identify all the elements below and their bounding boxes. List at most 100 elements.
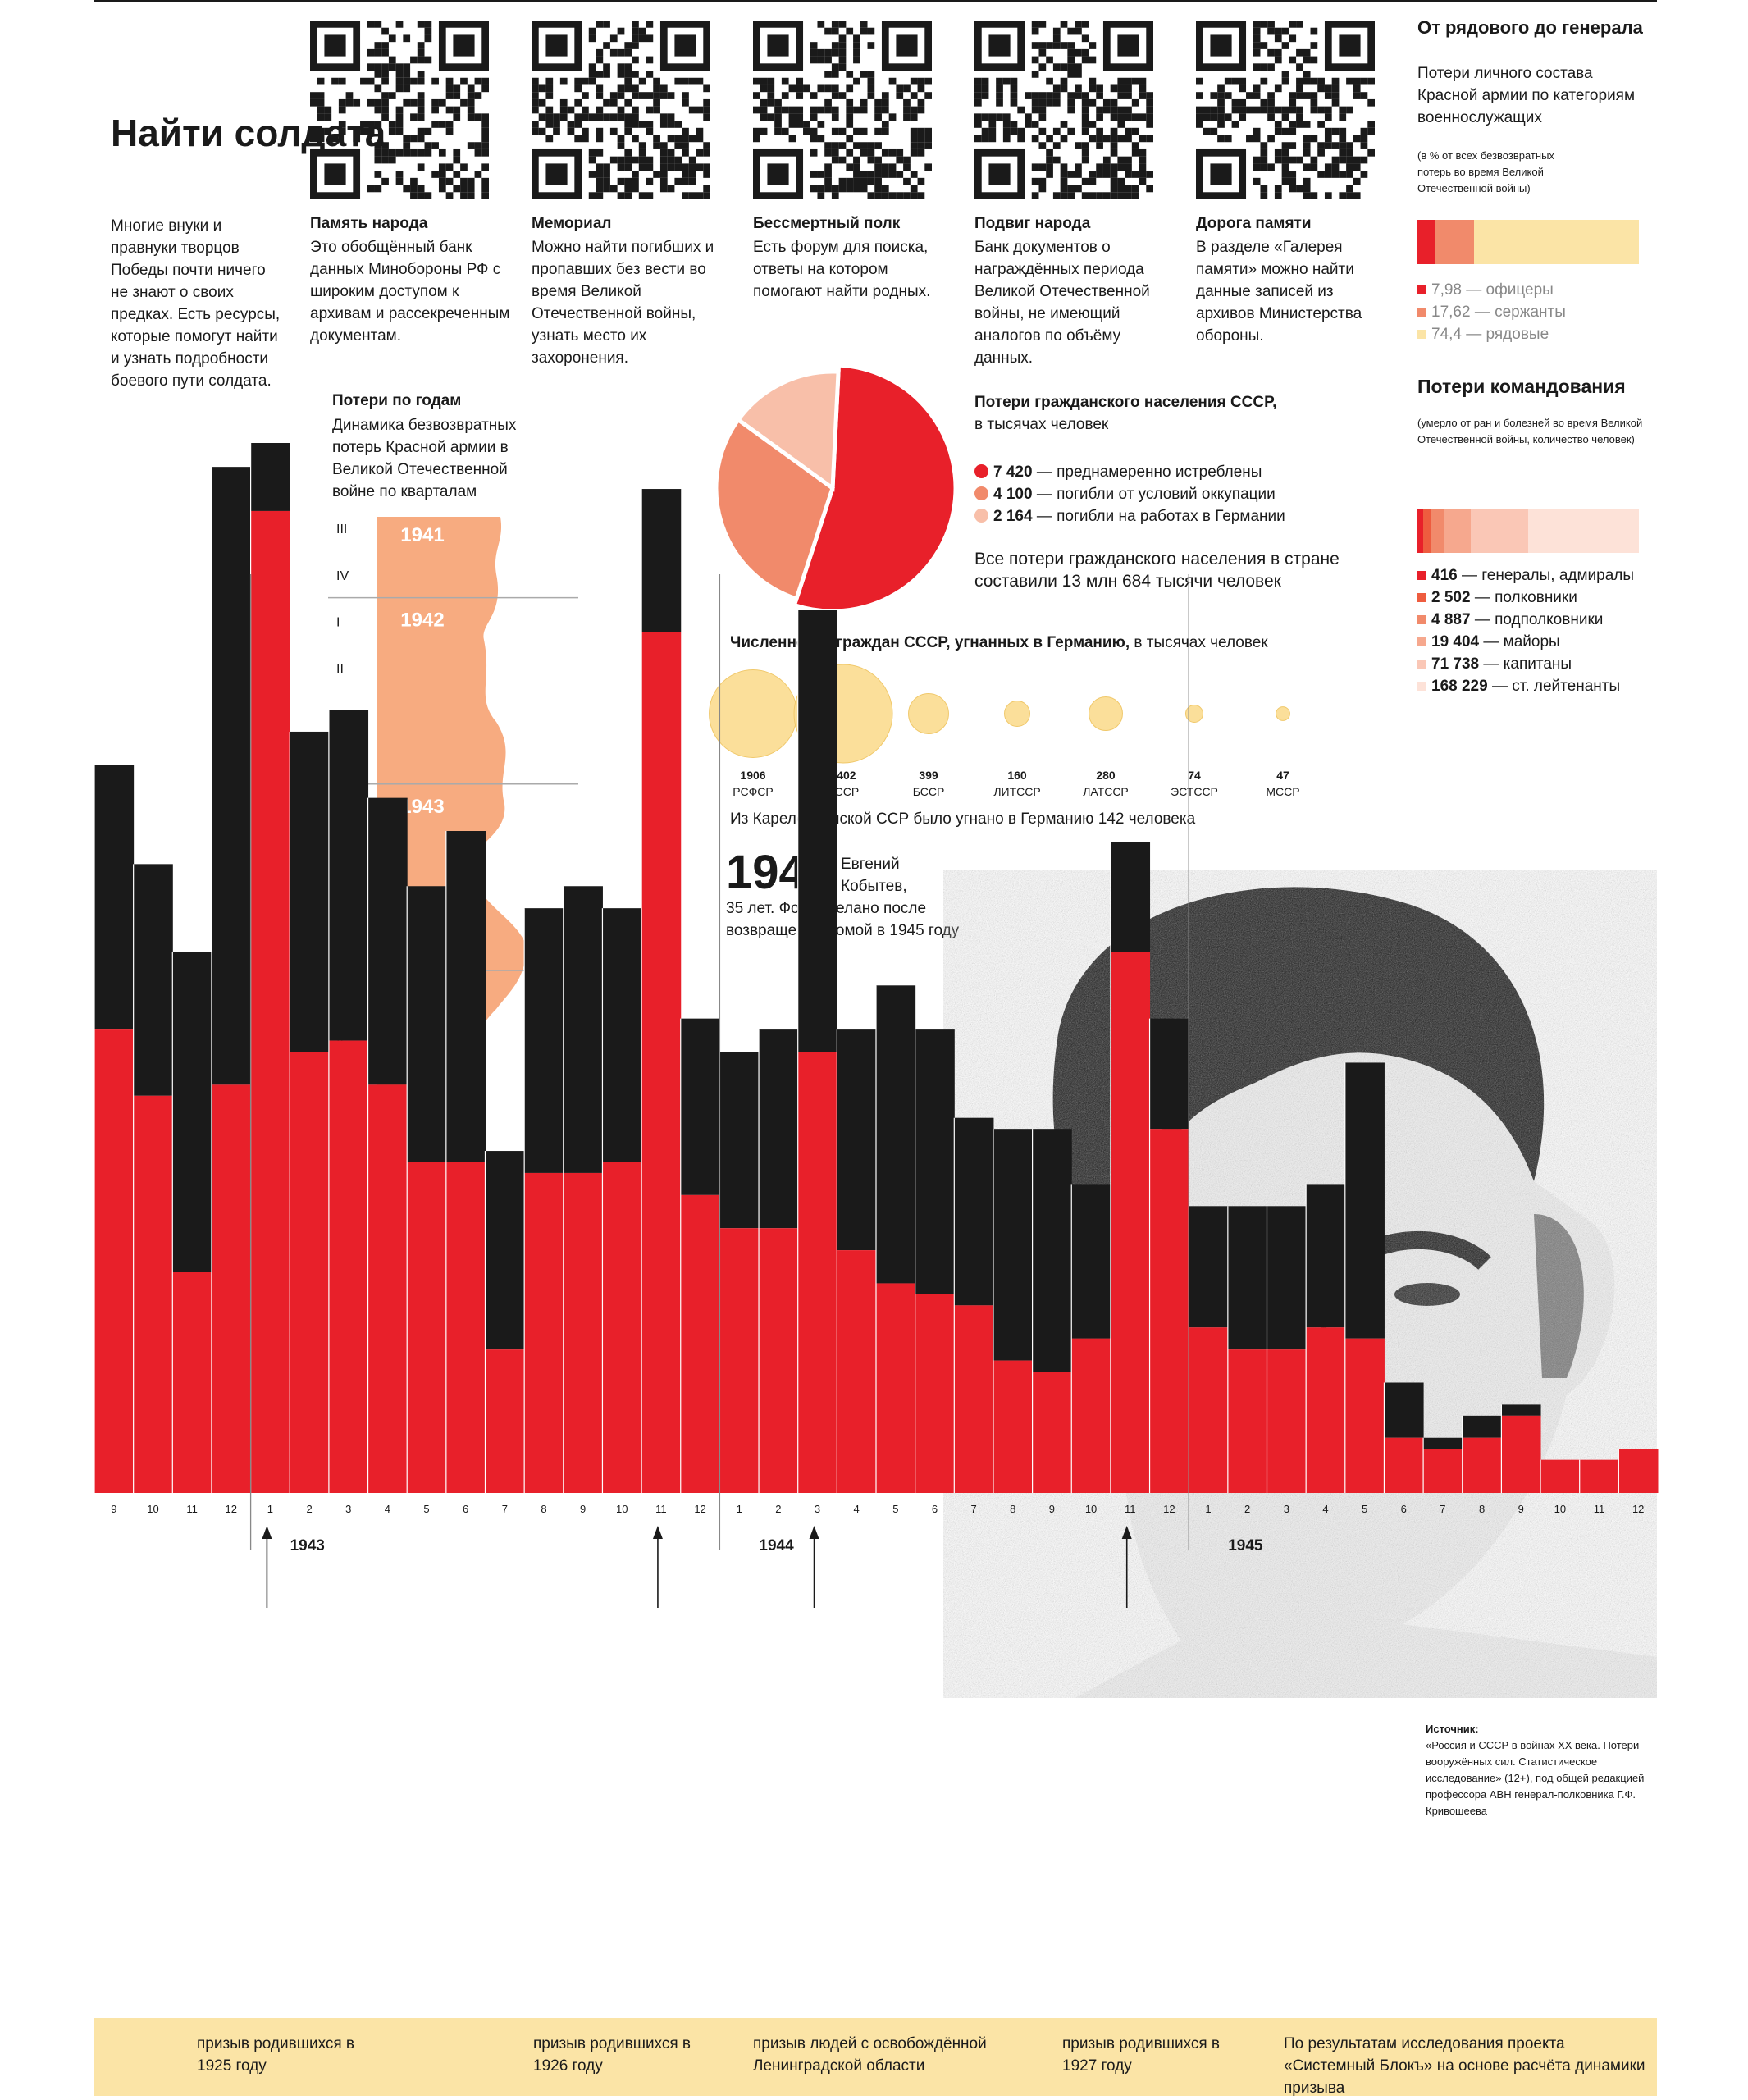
month-tick-label: 11 xyxy=(655,1503,667,1515)
month-tick-label: 3 xyxy=(1284,1503,1289,1515)
bubble-value: 280 xyxy=(1096,769,1116,782)
qr-code[interactable] xyxy=(753,21,932,199)
bar-segment-black xyxy=(133,864,173,1096)
bar-segment-red xyxy=(1032,1372,1072,1493)
legend-dot xyxy=(974,486,988,500)
bar-segment-black xyxy=(1384,1382,1424,1438)
bar-segment-red xyxy=(485,1349,525,1493)
bar-segment-black xyxy=(290,731,330,1052)
bar-segment-red xyxy=(1579,1459,1619,1493)
month-tick-label: 3 xyxy=(815,1503,820,1515)
bubble-value: 1906 xyxy=(740,769,765,782)
month-tick-label: 9 xyxy=(1049,1503,1055,1515)
year-axis-label: 1945 xyxy=(1228,1537,1263,1554)
bar-segment-black xyxy=(915,1029,955,1294)
month-tick-label: 5 xyxy=(423,1503,429,1515)
conscription-notes-band xyxy=(94,2018,1657,2096)
legend-value: 416 xyxy=(1431,567,1458,584)
top-rule xyxy=(94,0,1657,2)
deported-bubble xyxy=(908,693,949,734)
command-legend-row: 2 502 — полковники xyxy=(1417,587,1577,609)
ranks-bar-segment xyxy=(1417,220,1435,264)
bar-segment-black xyxy=(1149,1018,1189,1130)
legend-label: — подполковники xyxy=(1470,611,1604,628)
resource-text: Есть форум для поиска, ответы на котором… xyxy=(753,239,931,300)
civilian-legend-row: 7 420 — преднамеренно истреблены xyxy=(974,461,1262,483)
command-bar-segment xyxy=(1470,509,1528,553)
bar-segment-red xyxy=(837,1250,877,1493)
qr-code[interactable] xyxy=(532,21,710,199)
month-tick-label: 5 xyxy=(892,1503,898,1515)
command-legend-row: 4 887 — подполковники xyxy=(1417,609,1603,631)
bar-segment-red xyxy=(876,1283,916,1493)
legend-swatch xyxy=(1417,308,1426,317)
civilian-title: Потери гражданского населения СССР, xyxy=(974,394,1277,411)
month-tick-label: 10 xyxy=(616,1503,628,1515)
month-tick-label: 2 xyxy=(1244,1503,1250,1515)
deported-bubble xyxy=(1276,706,1290,721)
month-tick-label: 12 xyxy=(694,1503,705,1515)
legend-swatch xyxy=(1417,637,1426,647)
month-tick-label: 9 xyxy=(1518,1503,1524,1515)
bar-segment-red xyxy=(1423,1449,1463,1493)
month-tick-label: 10 xyxy=(147,1503,158,1515)
legend-label: — майоры xyxy=(1479,633,1560,651)
bar-segment-black xyxy=(1462,1415,1502,1438)
bar-segment-black xyxy=(407,886,447,1162)
bar-segment-red xyxy=(1267,1349,1307,1493)
month-tick-label: 11 xyxy=(1594,1503,1605,1515)
bar-segment-black xyxy=(1032,1129,1072,1372)
month-tick-label: 4 xyxy=(854,1503,860,1515)
year-label: 1943 xyxy=(400,796,444,818)
month-tick-label: 11 xyxy=(1125,1503,1136,1515)
legend-label: — генералы, адмиралы xyxy=(1457,567,1635,584)
pie-slice xyxy=(735,369,841,492)
legend-label: — капитаны xyxy=(1479,655,1572,673)
legend-swatch xyxy=(1417,330,1426,340)
qr-code[interactable] xyxy=(1196,21,1375,199)
year-label: 1942 xyxy=(400,609,444,632)
year-axis-label: 1944 xyxy=(759,1537,794,1554)
civilian-legend-row: 4 100 — погибли от условий оккупации xyxy=(974,483,1276,505)
quarter-label: II xyxy=(336,662,344,676)
bubble-region: РСФСР xyxy=(733,785,773,798)
bar-segment-red xyxy=(1618,1449,1659,1493)
month-tick-label: 6 xyxy=(932,1503,938,1515)
legend-value: 168 229 xyxy=(1431,678,1488,695)
photo-caption-text: 35 лет. Фото сделано после возвращения д… xyxy=(726,900,959,939)
civilian-pie-chart xyxy=(714,363,958,614)
resource-text: В разделе «Галерея памяти» можно найти д… xyxy=(1196,239,1362,345)
bar-segment-red xyxy=(250,510,290,1494)
bar-segment-red xyxy=(524,1172,564,1493)
bar-segment-red xyxy=(680,1194,720,1493)
month-tick-label: 1 xyxy=(267,1503,273,1515)
qr-code[interactable] xyxy=(310,21,489,199)
command-legend-row: 71 738 — капитаны xyxy=(1417,653,1572,675)
month-tick-label: 2 xyxy=(775,1503,781,1515)
command-note: (умерло от ран и болезней во время Велик… xyxy=(1417,417,1643,445)
legend-dot xyxy=(974,464,988,478)
month-tick-label: 7 xyxy=(971,1503,977,1515)
bubble-value: 399 xyxy=(919,769,938,782)
month-tick-label: 4 xyxy=(385,1503,390,1515)
bar-segment-red xyxy=(1462,1437,1502,1493)
legend-label: — ст. лейтенанты xyxy=(1487,678,1621,695)
legend-swatch xyxy=(1417,571,1426,581)
arrow-head xyxy=(652,1526,663,1539)
qr-code[interactable] xyxy=(974,21,1153,199)
bar-segment-red xyxy=(993,1360,1034,1493)
month-tick-label: 8 xyxy=(1010,1503,1015,1515)
bubble-value: 47 xyxy=(1276,769,1289,782)
year-axis-label: 1943 xyxy=(290,1537,325,1554)
legend-swatch xyxy=(1417,615,1426,625)
month-tick-label: 12 xyxy=(1632,1503,1644,1515)
month-tick-label: 3 xyxy=(345,1503,351,1515)
bar-segment-black xyxy=(250,443,290,511)
bar-segment-red xyxy=(445,1162,486,1493)
resource-title: Память народа xyxy=(310,215,428,232)
bar-segment-red xyxy=(602,1162,642,1493)
resource-title: Бессмертный полк xyxy=(753,215,901,232)
bar-segment-black xyxy=(1071,1184,1111,1339)
bar-segment-red xyxy=(1540,1459,1581,1493)
legend-swatch xyxy=(1417,593,1426,603)
